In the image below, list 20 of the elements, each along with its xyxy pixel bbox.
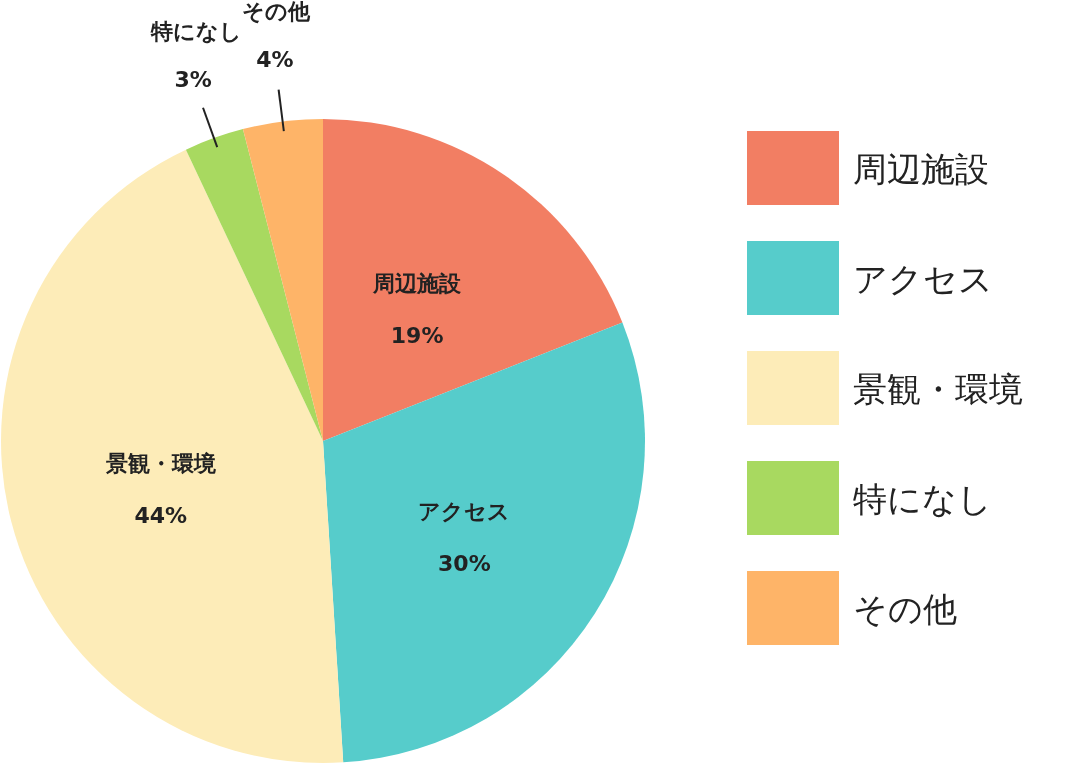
data-label: 30% bbox=[438, 550, 491, 576]
slice-label: アクセス bbox=[418, 498, 511, 524]
legend-label: アクセス bbox=[853, 259, 993, 299]
category-label: その他 bbox=[242, 0, 311, 25]
pie-slice bbox=[323, 119, 623, 441]
category-label: 特になし bbox=[151, 18, 243, 44]
legend-label: その他 bbox=[853, 589, 957, 629]
legend-label: 周辺施設 bbox=[853, 149, 989, 189]
legend-label: 特になし bbox=[853, 479, 992, 519]
data-label: 44% bbox=[134, 502, 188, 528]
data-label: 3% bbox=[174, 66, 212, 92]
slice-label: 景観・環境 bbox=[104, 450, 216, 476]
pie-slice bbox=[242, 119, 323, 441]
pie-slice bbox=[1, 149, 344, 763]
pie-slice bbox=[185, 129, 323, 441]
legend-label: 景観・環境 bbox=[853, 369, 1023, 409]
slice-label: 周辺施設 bbox=[372, 270, 463, 296]
pie-slice bbox=[323, 322, 645, 763]
data-label: 4% bbox=[256, 47, 294, 73]
data-label: 19% bbox=[390, 322, 444, 348]
